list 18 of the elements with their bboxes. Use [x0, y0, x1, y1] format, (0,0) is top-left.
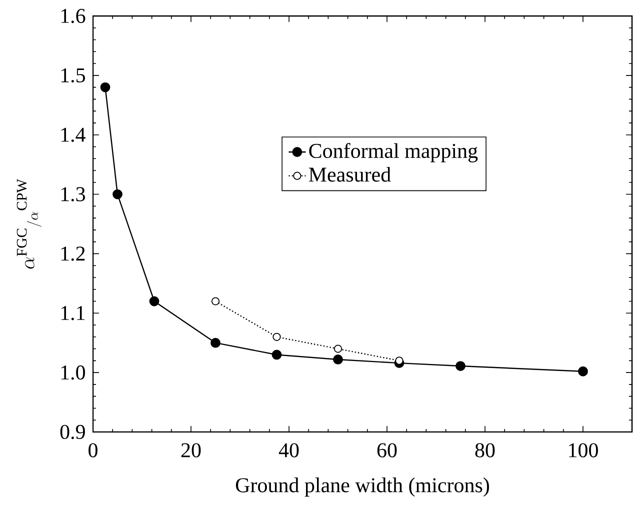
- x-tick-label: 20: [181, 443, 201, 458]
- y-tick-label: 1.2: [61, 246, 85, 261]
- x-axis-title: Ground plane width (microns): [236, 478, 489, 497]
- y-tick-label: 1.5: [61, 68, 85, 82]
- y-axis-title: $\alpha^{\mathrm{FGC}}{}_{/\alpha}{}^{\mathrm{CPW}}$: [16, 178, 42, 269]
- y-tick-label: 1.1: [61, 306, 85, 320]
- x-tick-label: 100: [569, 443, 598, 458]
- y-tick-label: 1.3: [61, 187, 85, 202]
- y-tick-label: 1.4: [61, 128, 86, 142]
- y-tick-label: 1.6: [61, 8, 86, 24]
- x-tick-label: 80: [475, 443, 495, 458]
- x-tick-label: 60: [377, 443, 397, 458]
- x-tick-label: 0: [88, 443, 98, 458]
- legend-label: Conformal mapping: [309, 143, 478, 162]
- x-tick-label: 40: [278, 443, 299, 458]
- y-tick-label: 1.0: [61, 365, 86, 380]
- y-tick-label: 0.9: [60, 424, 85, 440]
- legend-label: Measured: [308, 166, 391, 182]
